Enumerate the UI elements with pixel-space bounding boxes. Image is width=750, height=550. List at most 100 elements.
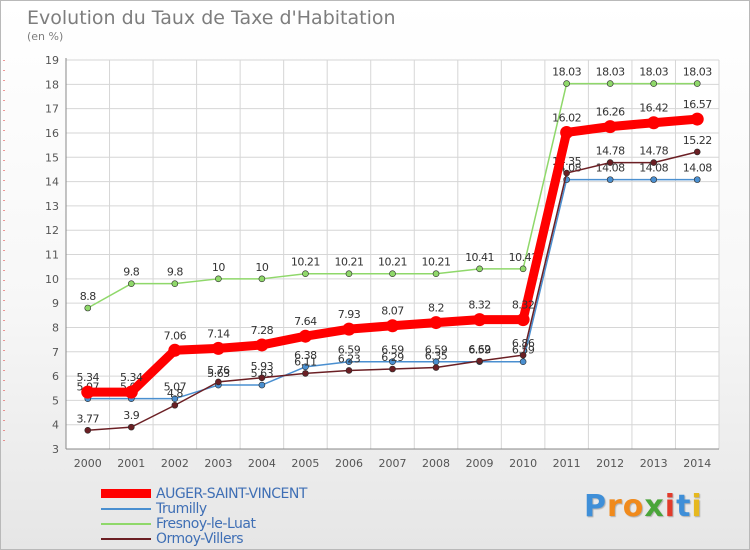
y-tick-label: 9 <box>52 297 59 310</box>
data-label-auger-saint-vincent: 7.28 <box>251 324 274 337</box>
y-tick-label: 12 <box>45 224 59 237</box>
data-label-auger-saint-vincent: 16.02 <box>552 111 581 124</box>
logo-letter: P <box>584 489 607 524</box>
data-point-ormoy-villers <box>519 351 527 359</box>
x-tick-label: 2007 <box>379 457 407 470</box>
data-point-fresnoy-le-luat <box>432 270 440 278</box>
x-tick-label: 2000 <box>74 457 102 470</box>
data-point-auger-saint-vincent <box>342 322 356 336</box>
legend-item-ormoy: Ormoy-Villers <box>101 531 307 547</box>
y-tick-label: 16 <box>45 127 59 140</box>
data-point-fresnoy-le-luat <box>345 270 353 278</box>
data-label-trumilly: 5.63 <box>207 367 230 380</box>
legend-item-fresnoy: Fresnoy-le-Luat <box>101 515 307 532</box>
data-point-fresnoy-le-luat <box>171 280 179 287</box>
x-tick-label: 2011 <box>553 457 581 470</box>
unit-label: (en %) <box>27 30 64 43</box>
data-point-ormoy-villers <box>476 357 483 365</box>
data-label-auger-saint-vincent: 8.32 <box>468 299 491 312</box>
data-point-trumilly <box>389 358 396 366</box>
data-point-auger-saint-vincent <box>647 116 661 130</box>
legend-label: Fresnoy-le-Luat <box>156 515 256 532</box>
data-label-fresnoy-le-luat: 18.03 <box>639 66 668 79</box>
data-label-fresnoy-le-luat: 10.21 <box>378 256 407 269</box>
data-point-auger-saint-vincent <box>298 329 312 343</box>
x-tick-label: 2005 <box>291 457 319 470</box>
data-label-fresnoy-le-luat: 10 <box>212 261 225 274</box>
y-tick-label: 4 <box>52 419 59 432</box>
logo-letter: r <box>607 489 623 524</box>
data-label-fresnoy-le-luat: 10.21 <box>334 256 363 269</box>
data-point-ormoy-villers <box>84 426 92 434</box>
x-tick-label: 2013 <box>640 457 668 470</box>
data-point-ormoy-villers <box>563 169 570 177</box>
x-tick-label: 2010 <box>509 457 537 470</box>
data-point-fresnoy-le-luat <box>84 304 92 312</box>
data-point-fresnoy-le-luat <box>302 270 309 278</box>
data-label-ormoy-villers: 5.76 <box>207 364 230 377</box>
data-label-ormoy-villers: 6.11 <box>294 355 317 368</box>
data-point-fresnoy-le-luat <box>128 280 135 287</box>
data-point-trumilly <box>519 358 527 366</box>
data-point-ormoy-villers <box>258 374 266 382</box>
legend-item-auger: AUGER-SAINT-VINCENT <box>101 485 307 502</box>
data-label-ormoy-villers: 3.9 <box>123 409 139 422</box>
legend-swatch <box>101 507 151 510</box>
data-point-fresnoy-le-luat <box>519 265 527 273</box>
x-tick-label: 2004 <box>248 457 276 470</box>
y-tick-label: 19 <box>45 54 59 67</box>
data-point-trumilly <box>171 395 179 402</box>
x-tick-label: 2006 <box>335 457 363 470</box>
y-tick-label: 11 <box>45 249 59 262</box>
legend-item-trumilly: Trumilly <box>101 501 307 517</box>
data-point-ormoy-villers <box>606 159 614 166</box>
data-label-fresnoy-le-luat: 9.8 <box>123 266 139 279</box>
data-label-fresnoy-le-luat: 18.03 <box>683 66 712 79</box>
data-point-ormoy-villers <box>345 367 353 374</box>
data-label-ormoy-villers: 15.22 <box>683 134 712 147</box>
data-label-auger-saint-vincent: 5.34 <box>120 371 143 384</box>
data-point-trumilly <box>258 381 266 389</box>
data-label-trumilly: 6.59 <box>338 344 361 357</box>
data-point-ormoy-villers <box>302 370 309 377</box>
data-label-ormoy-villers: 6.29 <box>381 351 404 364</box>
data-label-ormoy-villers: 3.77 <box>77 412 100 425</box>
data-label-trumilly: 14.08 <box>683 162 712 175</box>
data-point-trumilly <box>606 176 614 183</box>
y-tick-label: 18 <box>45 78 59 91</box>
data-label-fresnoy-le-luat: 18.03 <box>596 66 625 79</box>
data-point-auger-saint-vincent <box>473 313 487 327</box>
legend-label: AUGER-SAINT-VINCENT <box>156 485 307 502</box>
data-point-fresnoy-le-luat <box>650 80 658 87</box>
legend-swatch <box>101 522 151 525</box>
data-label-auger-saint-vincent: 7.06 <box>164 329 187 342</box>
data-label-trumilly: 6.59 <box>381 344 404 357</box>
data-point-fresnoy-le-luat <box>476 265 483 273</box>
data-label-fresnoy-le-luat: 9.8 <box>167 266 183 279</box>
data-point-auger-saint-vincent <box>516 313 530 327</box>
x-tick-label: 2012 <box>596 457 624 470</box>
data-label-ormoy-villers: 6.86 <box>512 337 535 350</box>
y-tick-label: 13 <box>45 200 59 213</box>
data-label-trumilly: 6.38 <box>294 349 317 362</box>
data-label-fresnoy-le-luat: 10 <box>255 261 268 274</box>
data-point-auger-saint-vincent <box>560 125 574 139</box>
data-label-fresnoy-le-luat: 10.21 <box>422 256 451 269</box>
data-label-trumilly: 14.08 <box>639 162 668 175</box>
y-tick-label: 6 <box>52 370 59 383</box>
x-tick-label: 2003 <box>204 457 232 470</box>
data-point-auger-saint-vincent <box>603 120 617 134</box>
logo-letter: i <box>664 489 677 524</box>
data-point-auger-saint-vincent <box>690 112 704 126</box>
data-label-ormoy-villers: 6.62 <box>468 343 491 356</box>
y-tick-label: 15 <box>45 151 59 164</box>
data-label-trumilly: 6.59 <box>468 344 491 357</box>
data-point-auger-saint-vincent <box>386 319 399 333</box>
data-label-fresnoy-le-luat: 18.03 <box>552 66 581 79</box>
data-label-fresnoy-le-luat: 10.41 <box>465 251 494 264</box>
data-point-auger-saint-vincent <box>168 343 182 357</box>
y-tick-label: 5 <box>52 394 59 407</box>
line-chart: 3 4 5 6 7 8 9 10 11 12 13 14 15 16 17 18 19 2000 2001 2002 2… <box>3 54 720 470</box>
logo-letter: i <box>691 489 703 524</box>
data-label-ormoy-villers: 14.78 <box>596 145 625 158</box>
